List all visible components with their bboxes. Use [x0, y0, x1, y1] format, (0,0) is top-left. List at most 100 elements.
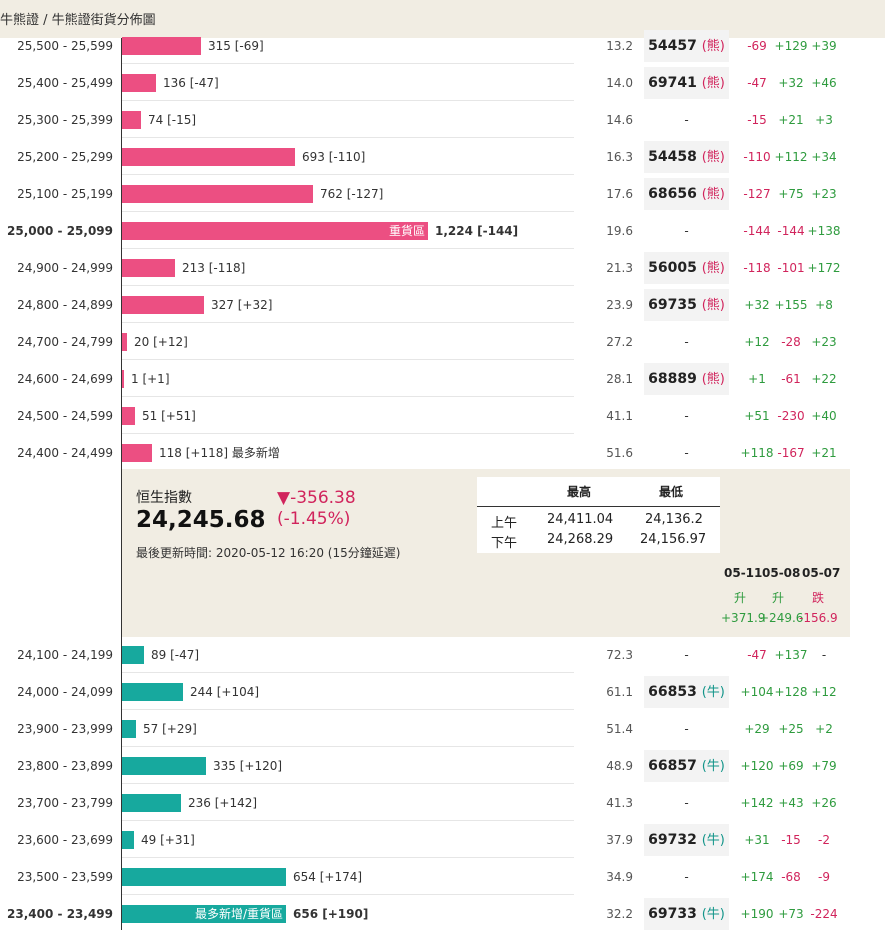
- price-range-label: 24,000 - 24,099: [17, 685, 113, 699]
- bull-bar[interactable]: [122, 757, 206, 775]
- cbbc-type: 熊: [706, 298, 720, 313]
- index-change: ▼-356.38: [277, 488, 356, 508]
- price-range-label: 23,700 - 23,799: [17, 796, 113, 810]
- outstanding-count: 335 [+120]: [213, 759, 283, 773]
- cbbc-code[interactable]: 68889: [648, 371, 697, 387]
- cbbc-code[interactable]: 56005: [648, 260, 697, 276]
- table-row: 25,500 - 25,599 315 [-69] 13.2 54457 (熊) -69…: [0, 28, 885, 64]
- table-row: 24,700 - 24,799 20 [+12] 27.2 - +12 -28 +23: [0, 324, 885, 360]
- bull-bar[interactable]: [122, 720, 136, 738]
- daily-change-c1: +32: [744, 298, 770, 312]
- bear-bar[interactable]: 重貨區: [122, 222, 428, 240]
- cbbc-code-link[interactable]: 69733 (牛): [644, 898, 729, 930]
- row-divider: [122, 820, 574, 821]
- daily-change-c3: +40: [811, 409, 837, 423]
- cbbc-code-link[interactable]: 69735 (熊): [644, 289, 729, 321]
- outstanding-count: 654 [+174]: [293, 870, 363, 884]
- no-code: -: [684, 648, 689, 662]
- cbbc-code-link[interactable]: 68889 (熊): [644, 363, 729, 395]
- cbbc-code[interactable]: 66857: [648, 758, 697, 774]
- daily-change-c3: +21: [811, 446, 837, 460]
- cbbc-price: 14.6: [606, 113, 633, 127]
- bull-bar[interactable]: [122, 646, 144, 664]
- daily-change-c2: +69: [778, 759, 804, 773]
- daily-change-c1: +31: [744, 833, 770, 847]
- bear-bar[interactable]: [122, 148, 295, 166]
- outstanding-count: 136 [-47]: [163, 76, 219, 90]
- bear-bar[interactable]: [122, 333, 127, 351]
- cbbc-code[interactable]: 54458: [648, 149, 697, 165]
- bull-bar[interactable]: [122, 683, 183, 701]
- outstanding-count: 762 [-127]: [320, 187, 384, 201]
- table-row: 23,800 - 23,899 335 [+120] 48.9 66857 (牛) +1…: [0, 748, 885, 784]
- table-row: 23,500 - 23,599 654 [+174] 34.9 - +174 -68 -9: [0, 859, 885, 895]
- bear-bar[interactable]: [122, 185, 313, 203]
- cbbc-code[interactable]: 69732: [648, 832, 697, 848]
- cbbc-code-link[interactable]: 56005 (熊): [644, 252, 729, 284]
- cbbc-type-open: (: [701, 261, 707, 276]
- cbbc-type-close: ): [719, 833, 725, 848]
- breadcrumb[interactable]: 牛熊證 / 牛熊證街貨分佈圖: [0, 0, 885, 38]
- table-row: 25,200 - 25,299 693 [-110] 16.3 54458 (熊) -1…: [0, 139, 885, 175]
- bull-bar[interactable]: [122, 794, 181, 812]
- cbbc-type: 牛: [706, 685, 720, 700]
- bear-bar[interactable]: [122, 74, 156, 92]
- row-divider: [122, 359, 574, 360]
- am-high: 24,411.04: [547, 512, 614, 527]
- cbbc-code-link[interactable]: 54458 (熊): [644, 141, 729, 173]
- cbbc-code-link[interactable]: 66857 (牛): [644, 750, 729, 782]
- daily-change-c1: +12: [744, 335, 770, 349]
- day-change-value: +371.9: [721, 611, 766, 625]
- outstanding-count: 118 [+118] 最多新增: [159, 446, 280, 460]
- bear-bar[interactable]: [122, 111, 141, 129]
- high-low-table: 最高 最低 上午 24,411.04 24,136.2 下午 24,268.29…: [477, 477, 720, 553]
- day-date: 05-07: [802, 566, 841, 580]
- cbbc-code-link[interactable]: 54457 (熊): [644, 30, 729, 62]
- cbbc-code[interactable]: 69741: [648, 75, 697, 91]
- bear-bar[interactable]: [122, 444, 152, 462]
- price-range-label: 25,200 - 25,299: [17, 150, 113, 164]
- cbbc-price: 16.3: [606, 150, 633, 164]
- cbbc-code-link[interactable]: 69741 (熊): [644, 67, 729, 99]
- price-range-label: 24,700 - 24,799: [17, 335, 113, 349]
- cbbc-code[interactable]: 66853: [648, 684, 697, 700]
- daily-change-c2: +128: [774, 685, 808, 699]
- bull-bar[interactable]: [122, 868, 286, 886]
- bear-bar[interactable]: [122, 296, 204, 314]
- cbbc-code-link[interactable]: 69732 (牛): [644, 824, 729, 856]
- cbbc-code[interactable]: 69735: [648, 297, 697, 313]
- row-divider: [122, 396, 574, 397]
- cbbc-code-link[interactable]: 66853 (牛): [644, 676, 729, 708]
- table-row: 24,600 - 24,699 1 [+1] 28.1 68889 (熊) +1 -61 +…: [0, 361, 885, 397]
- table-row: 24,900 - 24,999 213 [-118] 21.3 56005 (熊) -1…: [0, 250, 885, 286]
- cbbc-code[interactable]: 54457: [648, 38, 697, 54]
- daily-change-c2: +129: [774, 39, 808, 53]
- bear-bar[interactable]: [122, 407, 135, 425]
- cbbc-code[interactable]: 69733: [648, 906, 697, 922]
- cbbc-code[interactable]: 68656: [648, 186, 697, 202]
- cbbc-type-close: ): [719, 759, 725, 774]
- bull-bar[interactable]: 最多新增/重貨區: [122, 905, 286, 923]
- pm-label: 下午: [491, 536, 518, 551]
- daily-change-c3: +23: [811, 187, 837, 201]
- price-range-label: 25,400 - 25,499: [17, 76, 113, 90]
- daily-change-c1: +142: [740, 796, 774, 810]
- bear-bar[interactable]: [122, 370, 124, 388]
- price-range-label: 25,000 - 25,099: [7, 224, 113, 238]
- outstanding-count: 327 [+32]: [211, 298, 273, 312]
- cbbc-type: 熊: [706, 187, 720, 202]
- bull-bar[interactable]: [122, 831, 134, 849]
- cbbc-price: 27.2: [606, 335, 633, 349]
- index-change-pct: (-1.45%): [277, 509, 351, 529]
- outstanding-count: 236 [+142]: [188, 796, 258, 810]
- cbbc-type-open: (: [701, 907, 707, 922]
- bear-bar[interactable]: [122, 259, 175, 277]
- cbbc-price: 21.3: [606, 261, 633, 275]
- bear-bar[interactable]: [122, 37, 201, 55]
- index-panel: 恒生指數 24,245.68 ▼-356.38 (-1.45%) 最後更新時間:…: [122, 469, 850, 637]
- cbbc-price: 51.6: [606, 446, 633, 460]
- price-range-label: 24,900 - 24,999: [17, 261, 113, 275]
- price-range-label: 23,800 - 23,899: [17, 759, 113, 773]
- row-divider: [122, 248, 574, 249]
- cbbc-code-link[interactable]: 68656 (熊): [644, 178, 729, 210]
